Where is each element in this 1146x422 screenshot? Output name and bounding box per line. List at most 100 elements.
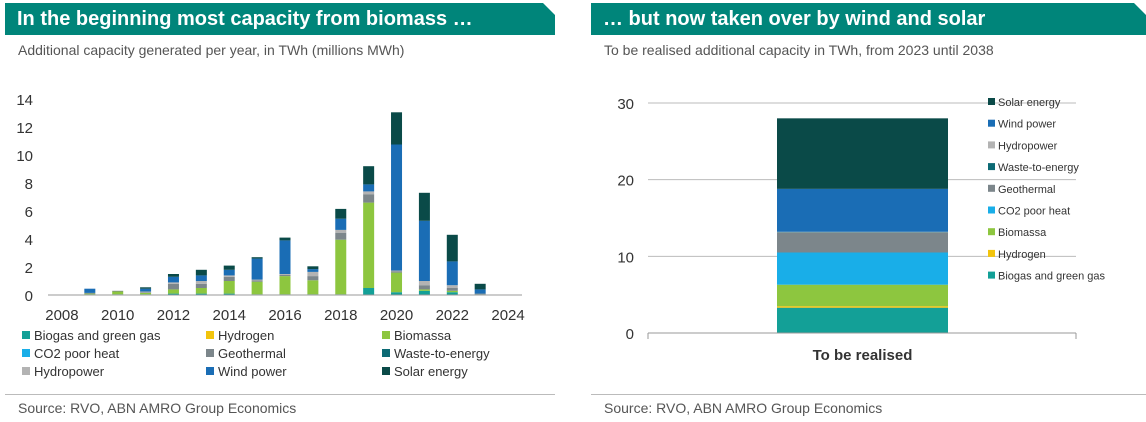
bar-segment-biomassa (777, 284, 948, 307)
y-tick-label: 10 (16, 148, 33, 165)
legend-label-co2-poor-heat: CO2 poor heat (998, 206, 1070, 218)
bar-segment-hydropower-2020 (391, 270, 403, 272)
bar-segment-geothermal-2018 (335, 232, 347, 240)
bar-segment-biogas-and-green-gas-2013 (195, 293, 207, 295)
legend-label-solar-energy: Solar energy (394, 364, 468, 379)
legend-swatch-co2-poor-heat (988, 206, 995, 214)
bar-segment-geothermal (777, 232, 948, 253)
y-tick-label: 6 (25, 204, 33, 221)
bar-segment-geothermal-2016 (279, 274, 291, 277)
bar-segment-geothermal-2011 (140, 292, 152, 293)
bar-segment-biomassa-2009 (84, 293, 96, 295)
legend-label-solar-energy: Solar energy (998, 97, 1061, 109)
x-tick-label: 2008 (45, 307, 78, 324)
bar-segment-hydrogen (777, 306, 948, 308)
bar-segment-wind-power-2017 (307, 269, 319, 272)
left-chart-subtitle: Additional capacity generated per year, … (18, 42, 405, 58)
legend-label-wind-power: Wind power (218, 364, 287, 379)
left-chart-title: In the beginning most capacity from biom… (5, 3, 555, 35)
bar-segment-biomassa-2021 (418, 289, 430, 291)
bar-segment-hydropower-2017 (307, 271, 319, 277)
legend-label-waste-to-energy: Waste-to-energy (394, 346, 490, 361)
bar-segment-wind-power-2012 (167, 276, 179, 283)
bar-segment-biomassa-2010 (112, 291, 124, 295)
bar-segment-biomassa-2015 (251, 281, 263, 295)
legend-label-co2-poor-heat: CO2 poor heat (34, 346, 120, 361)
x-category-label: To be realised (813, 347, 913, 364)
legend-swatch-geothermal (206, 349, 214, 357)
y-tick-label: 4 (25, 232, 33, 249)
bar-segment-hydropower-2015 (251, 279, 263, 281)
x-tick-label: 2012 (157, 307, 190, 324)
legend-label-biogas-and-green-gas: Biogas and green gas (998, 271, 1106, 283)
bar-segment-solar-energy-2022 (446, 234, 458, 262)
bar-segment-solar-energy-2011 (140, 287, 152, 289)
left-banner-corner (543, 3, 555, 15)
bar-segment-hydropower-2021 (418, 281, 430, 286)
legend-label-geothermal: Geothermal (998, 184, 1055, 196)
legend-label-hydrogen: Hydrogen (218, 328, 274, 343)
left-chart-panel: In the beginning most capacity from biom… (0, 0, 566, 422)
x-tick-label: 2010 (101, 307, 134, 324)
bar-segment-geothermal-2022 (446, 288, 458, 291)
bar-segment-solar-energy-2018 (335, 208, 347, 219)
x-tick-label: 2024 (491, 307, 524, 324)
bar-segment-biomassa-2022 (446, 290, 458, 293)
bar-segment-geothermal-2017 (307, 276, 319, 281)
legend-swatch-hydropower (22, 367, 30, 375)
bar-segment-biogas-and-green-gas-2020 (391, 292, 403, 295)
right-banner-corner (1134, 3, 1146, 15)
y-tick-label: 0 (25, 288, 33, 305)
bar-segment-biomassa-2020 (391, 272, 403, 293)
bar-segment-wind-power-2015 (251, 258, 263, 280)
bar-segment-solar-energy (777, 118, 948, 189)
bar-segment-solar-energy-2015 (251, 257, 263, 259)
bar-segment-hydropower-2013 (195, 281, 207, 284)
bar-segment-solar-energy-2017 (307, 266, 319, 270)
legend-label-geothermal: Geothermal (218, 346, 286, 361)
x-tick-label: 2014 (213, 307, 246, 324)
bar-segment-hydropower-2019 (363, 191, 375, 195)
bar-segment-biomassa-2019 (363, 202, 375, 288)
bar-segment-co2-poor-heat (777, 252, 948, 285)
bar-segment-biomassa-2011 (140, 292, 152, 295)
legend-swatch-hydropower (988, 141, 995, 149)
bar-segment-wind-power-2020 (391, 144, 403, 271)
bar-segment-solar-energy-2016 (279, 237, 291, 241)
legend-swatch-hydrogen (988, 249, 995, 257)
y-tick-label: 8 (25, 176, 33, 193)
bar-segment-hydropower-2014 (223, 275, 235, 277)
bar-segment-biomassa-2014 (223, 281, 235, 294)
bar-segment-hydropower-2011 (140, 291, 152, 293)
bar-segment-biogas-and-green-gas-2019 (363, 288, 375, 295)
bar-segment-wind-power-2022 (446, 261, 458, 286)
bar-segment-geothermal-2015 (251, 280, 263, 282)
legend-label-biomassa: Biomassa (998, 227, 1047, 239)
bar-segment-wind-power-2016 (279, 240, 291, 274)
legend-swatch-waste-to-energy (382, 349, 390, 357)
legend-swatch-wind-power (206, 367, 214, 375)
bar-segment-biogas-and-green-gas-2014 (223, 293, 235, 295)
legend-swatch-biomassa (382, 331, 390, 339)
bar-segment-geothermal-2013 (195, 283, 207, 288)
bar-segment-geothermal-2014 (223, 276, 235, 281)
bar-segment-hydropower-2018 (335, 229, 347, 233)
legend-swatch-biogas-and-green-gas (988, 271, 995, 279)
bar-segment-solar-energy-2021 (418, 192, 430, 221)
bar-segment-geothermal-2023 (474, 293, 486, 295)
legend-swatch-solar-energy (988, 98, 995, 105)
x-tick-label: 2022 (436, 307, 469, 324)
bar-segment-geothermal-2019 (363, 194, 375, 203)
right-source-divider (591, 394, 1146, 395)
right-chart-title: … but now taken over by wind and solar (591, 3, 1146, 35)
bar-segment-biomassa-2018 (335, 239, 347, 295)
bar-segment-geothermal-2010 (112, 290, 124, 292)
bar-segment-biogas-and-green-gas-2021 (418, 290, 430, 295)
bar-segment-biomassa-2016 (279, 276, 291, 295)
legend-swatch-hydrogen (206, 331, 214, 339)
bar-segment-wind-power-2021 (418, 220, 430, 281)
bar-segment-biomassa-2017 (307, 280, 319, 295)
bar-segment-biomassa-2012 (167, 289, 179, 294)
bar-segment-hydropower-2022 (446, 285, 458, 288)
y-tick-label: 14 (16, 92, 33, 109)
